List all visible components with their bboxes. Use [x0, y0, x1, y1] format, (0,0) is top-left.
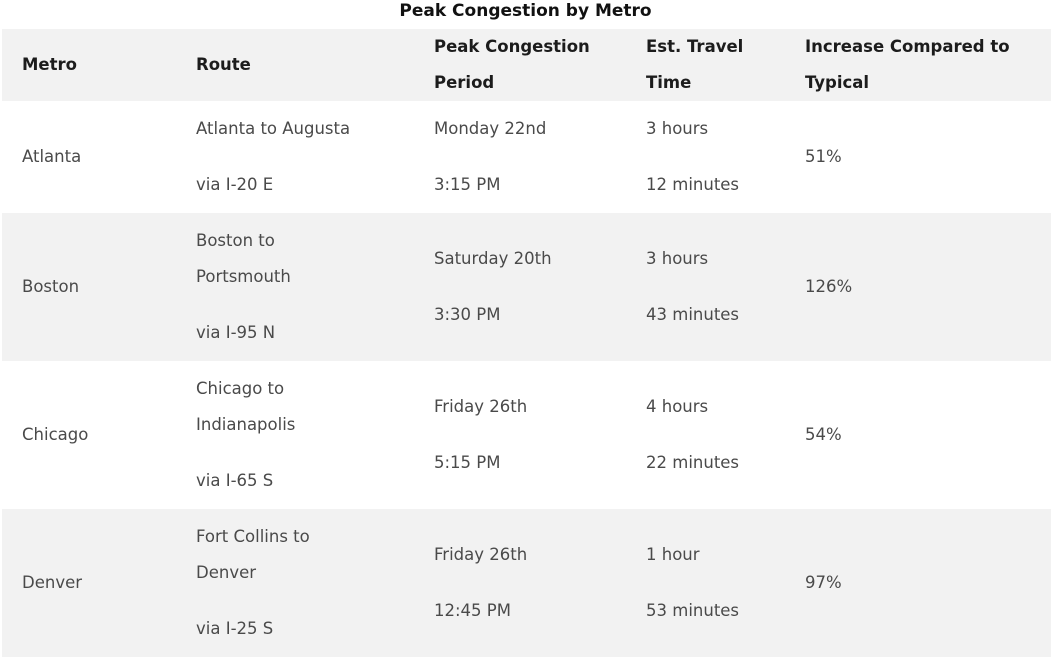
- table-row: Atlanta Atlanta to Augusta via I-20 E Mo…: [2, 101, 1051, 213]
- route-cell: Atlanta to Augusta via I-20 E: [196, 119, 351, 194]
- metro-cell: Atlanta: [22, 147, 82, 166]
- peak-period-cell: Friday 26th 12:45 PM: [434, 545, 528, 620]
- congestion-table: Metro Route Peak Congestion Period Est. …: [2, 29, 1051, 657]
- increase-cell: 97%: [805, 573, 842, 592]
- travel-time-cell: 1 hour 53 minutes: [646, 545, 740, 620]
- header-row: Metro Route Peak Congestion Period Est. …: [2, 29, 1051, 101]
- travel-time-cell: 3 hours 43 minutes: [646, 249, 740, 324]
- header-metro: Metro: [22, 55, 77, 74]
- metro-cell: Chicago: [22, 425, 89, 444]
- header-peak-period: Peak Congestion Period: [434, 37, 590, 92]
- travel-time-cell: 4 hours 22 minutes: [646, 397, 740, 472]
- header-travel-time: Est. Travel Time: [646, 37, 744, 92]
- header-increase: Increase Compared to Typical: [805, 37, 1010, 92]
- header-route: Route: [196, 55, 251, 74]
- route-cell: Fort Collins to Denver via I-25 S: [196, 527, 310, 638]
- increase-cell: 126%: [805, 277, 853, 296]
- table-row: Chicago Chicago to Indianapolis via I-65…: [2, 361, 1051, 509]
- travel-time-cell: 3 hours 12 minutes: [646, 119, 740, 194]
- route-cell: Chicago to Indianapolis via I-65 S: [196, 379, 296, 490]
- peak-period-cell: Saturday 20th 3:30 PM: [434, 249, 552, 324]
- table-title: Peak Congestion by Metro: [399, 1, 652, 21]
- table-row: Denver Fort Collins to Denver via I-25 S…: [2, 509, 1051, 657]
- table-row: Boston Boston to Portsmouth via I-95 N S…: [2, 213, 1051, 361]
- peak-period-cell: Monday 22nd 3:15 PM: [434, 119, 547, 194]
- increase-cell: 51%: [805, 147, 842, 166]
- peak-period-cell: Friday 26th 5:15 PM: [434, 397, 528, 472]
- metro-cell: Boston: [22, 277, 80, 296]
- route-cell: Boston to Portsmouth via I-95 N: [196, 231, 291, 342]
- increase-cell: 54%: [805, 425, 842, 444]
- metro-cell: Denver: [22, 573, 83, 592]
